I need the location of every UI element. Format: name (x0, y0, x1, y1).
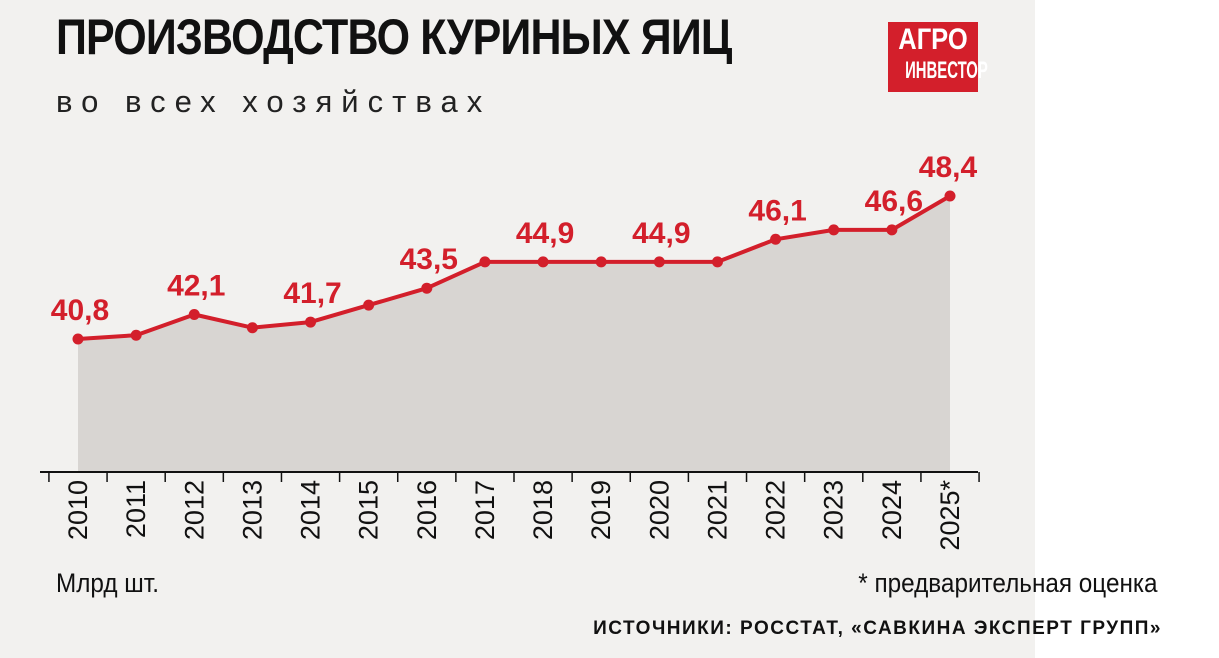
data-point (479, 256, 491, 268)
x-tick-label: 2012 (179, 480, 209, 540)
estimate-footnote: * предварительная оценка (858, 568, 1158, 598)
x-tick-label: 2023 (819, 480, 849, 540)
egg-production-chart: 2010 2011 2012 2013 2014 2015 2016 2017 2018 2019… (40, 151, 980, 551)
data-point (828, 224, 840, 236)
x-tick-label: 2022 (761, 480, 791, 540)
data-point (72, 333, 84, 345)
x-tick-label: 2020 (644, 480, 674, 540)
chart-title: ПРОИЗВОДСТВО КУРИНЫХ ЯИЦ (56, 9, 732, 65)
x-tick-label: 2014 (296, 480, 326, 540)
data-point (246, 322, 258, 334)
x-tick-label: 2010 (63, 480, 93, 540)
x-tick-label: 2016 (412, 480, 442, 540)
data-label: 48,4 (919, 151, 978, 184)
x-tick-label: 2024 (877, 480, 907, 540)
x-tick-label: 2015 (354, 480, 384, 540)
x-tick-label: 2013 (237, 480, 267, 540)
source-credit: ИСТОЧНИКИ: РОССТАТ, «САВКИНА ЭКСПЕРТ ГРУ… (593, 618, 1162, 639)
data-point (653, 256, 665, 268)
data-point (537, 256, 549, 268)
data-point (711, 256, 723, 268)
data-label: 46,1 (748, 194, 806, 227)
data-point (595, 256, 607, 268)
x-tick-label: 2021 (702, 480, 732, 540)
data-point (130, 329, 142, 341)
x-tick-label: 2019 (586, 480, 616, 540)
data-label: 40,8 (51, 294, 109, 327)
data-point (770, 233, 782, 245)
logo-line-1: АГРО (898, 23, 968, 56)
data-point (421, 282, 433, 294)
data-label: 43,5 (400, 243, 458, 276)
data-label: 44,9 (632, 217, 690, 250)
data-label: 42,1 (167, 270, 225, 303)
series-line (77, 194, 952, 341)
data-point (188, 309, 200, 321)
data-point (944, 190, 956, 202)
data-label: 41,7 (283, 277, 341, 310)
area-fill (78, 196, 950, 472)
unit-label: Млрд шт. (56, 568, 159, 598)
data-point (886, 224, 898, 236)
agroinvestor-logo: АГРО ИНВЕСТОР (888, 22, 988, 92)
data-point (305, 316, 317, 328)
data-label: 46,6 (865, 185, 923, 218)
data-label: 44,9 (516, 217, 574, 250)
x-tick-label: 2018 (528, 480, 558, 540)
x-tick-label: 2011 (121, 480, 151, 538)
data-point (363, 299, 375, 311)
x-tick-label: 2025* (935, 480, 965, 551)
chart-subtitle: во всех хозяйствах (56, 84, 492, 119)
x-tick-label: 2017 (470, 480, 500, 540)
